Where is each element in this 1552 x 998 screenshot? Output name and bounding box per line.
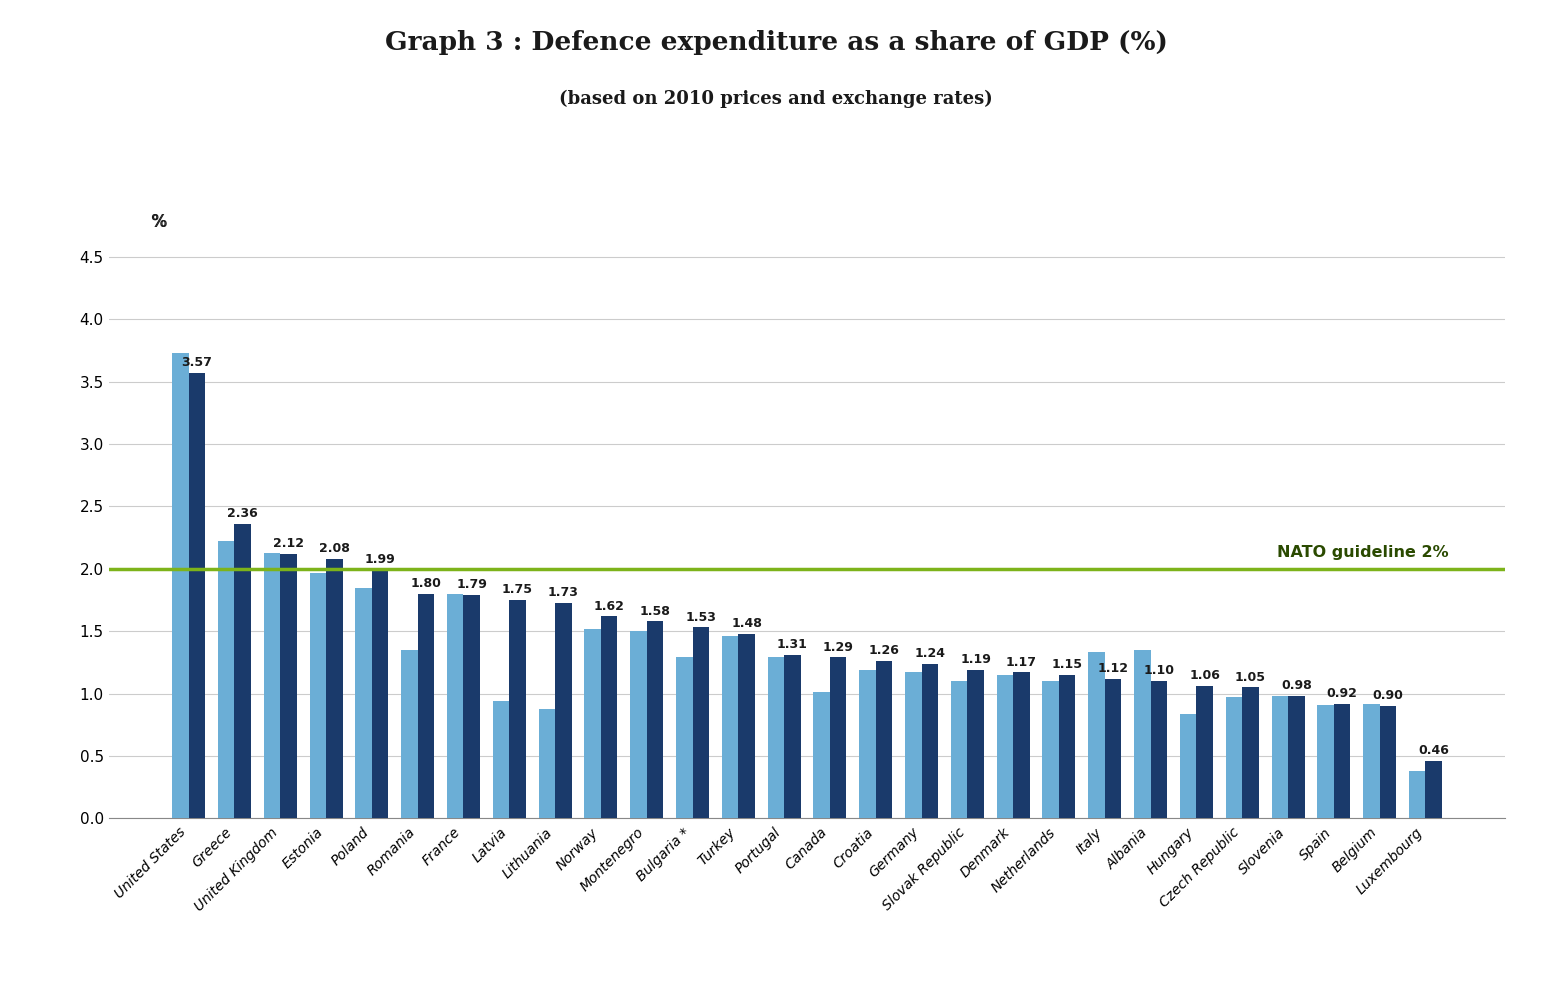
Text: 1.15: 1.15 [1052, 658, 1083, 671]
Bar [813, 693, 830, 818]
Bar [996, 675, 1013, 818]
Text: 0.46: 0.46 [1419, 745, 1450, 757]
Text: 2.12: 2.12 [273, 537, 304, 550]
Text: 1.99: 1.99 [365, 553, 396, 567]
Bar [539, 709, 556, 818]
Bar [722, 637, 739, 818]
Bar [189, 373, 205, 818]
Bar [1105, 679, 1121, 818]
Bar [768, 658, 784, 818]
Text: 1.75: 1.75 [501, 583, 532, 596]
Bar [830, 658, 846, 818]
Bar [784, 655, 801, 818]
Text: 1.48: 1.48 [731, 617, 762, 630]
Text: (based on 2010 prices and exchange rates): (based on 2010 prices and exchange rates… [559, 90, 993, 108]
Text: %: % [151, 214, 166, 232]
Text: 1.05: 1.05 [1235, 671, 1266, 684]
Bar [875, 661, 892, 818]
Text: 1.12: 1.12 [1097, 662, 1128, 675]
Text: 1.58: 1.58 [639, 605, 670, 618]
Text: Graph 3 : Defence expenditure as a share of GDP (%): Graph 3 : Defence expenditure as a share… [385, 30, 1167, 55]
Bar [417, 594, 435, 818]
Bar [739, 634, 754, 818]
Bar [1425, 760, 1442, 818]
Bar [1271, 697, 1288, 818]
Text: 1.06: 1.06 [1189, 670, 1220, 683]
Bar [1180, 714, 1197, 818]
Text: 3.57: 3.57 [182, 356, 213, 369]
Bar [692, 628, 709, 818]
Bar [1088, 653, 1105, 818]
Bar [494, 702, 509, 818]
Text: 1.29: 1.29 [823, 641, 854, 654]
Text: 1.80: 1.80 [410, 577, 441, 590]
Bar [1150, 681, 1167, 818]
Text: NATO guideline 2%: NATO guideline 2% [1277, 545, 1448, 560]
Bar [1333, 704, 1350, 818]
Text: 1.10: 1.10 [1144, 665, 1175, 678]
Bar [630, 632, 647, 818]
Bar [264, 553, 281, 818]
Bar [464, 595, 480, 818]
Bar [400, 650, 417, 818]
Bar [447, 594, 464, 818]
Bar [1318, 705, 1333, 818]
Text: 2.36: 2.36 [227, 507, 258, 520]
Bar [585, 629, 601, 818]
Text: 1.26: 1.26 [869, 645, 900, 658]
Text: %: % [151, 214, 166, 232]
Text: 1.73: 1.73 [548, 586, 579, 599]
Bar [1197, 687, 1214, 818]
Text: 1.17: 1.17 [1006, 656, 1037, 669]
Bar [1363, 704, 1380, 818]
Bar [355, 588, 372, 818]
Bar [509, 600, 526, 818]
Text: 1.19: 1.19 [961, 653, 992, 667]
Bar [556, 603, 571, 818]
Bar [1058, 675, 1076, 818]
Text: 1.53: 1.53 [686, 611, 715, 624]
Bar [922, 664, 937, 818]
Bar [1409, 770, 1425, 818]
Bar [677, 658, 692, 818]
Text: 0.98: 0.98 [1280, 680, 1311, 693]
Bar [1242, 688, 1259, 818]
Bar [601, 616, 618, 818]
Text: 1.24: 1.24 [914, 647, 945, 660]
Bar [1135, 650, 1150, 818]
Bar [905, 673, 922, 818]
Text: 0.90: 0.90 [1372, 690, 1403, 703]
Bar [1380, 707, 1397, 818]
Text: 0.92: 0.92 [1327, 687, 1358, 700]
Bar [309, 573, 326, 818]
Bar [217, 541, 234, 818]
Bar [1226, 698, 1242, 818]
Bar [372, 570, 388, 818]
Bar [951, 681, 967, 818]
Bar [967, 670, 984, 818]
Bar [860, 670, 875, 818]
Bar [1013, 673, 1029, 818]
Text: 1.31: 1.31 [778, 638, 809, 652]
Bar [172, 353, 189, 818]
Bar [234, 524, 251, 818]
Text: 2.08: 2.08 [318, 542, 349, 555]
Bar [1288, 697, 1305, 818]
Bar [647, 621, 663, 818]
Bar [1043, 681, 1058, 818]
Bar [326, 559, 343, 818]
Text: 1.62: 1.62 [594, 600, 624, 613]
Text: 1.79: 1.79 [456, 578, 487, 591]
Bar [281, 554, 296, 818]
